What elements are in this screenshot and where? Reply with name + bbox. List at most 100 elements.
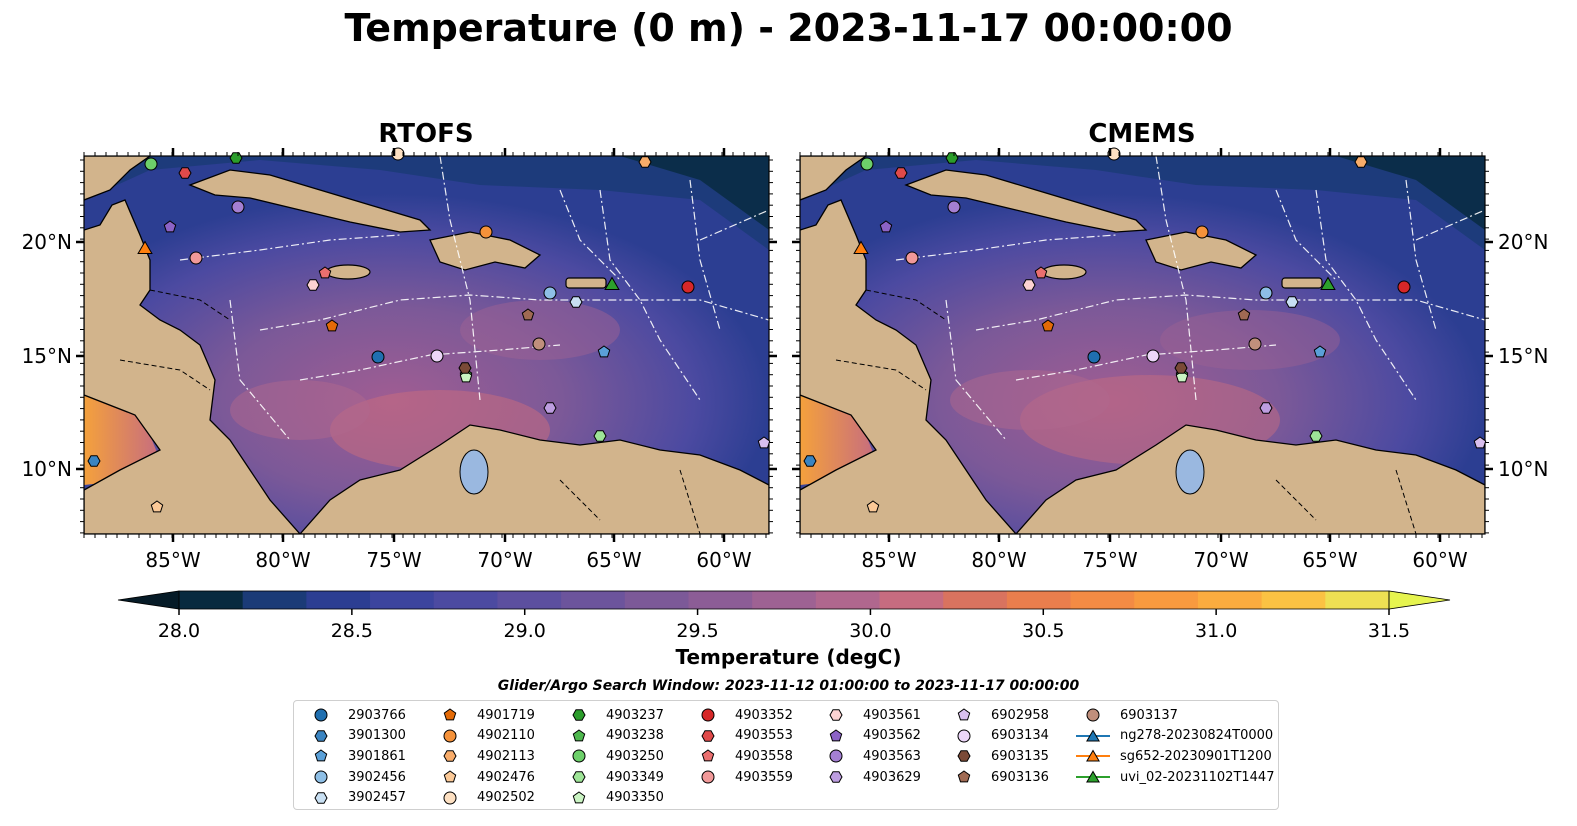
colorbar-segment [1325,591,1390,609]
circle-marker-icon [829,749,843,763]
colorbar-tick-label: 30.0 [849,620,891,640]
float-marker-3902457 [569,296,583,308]
circle-marker-icon [314,708,328,722]
legend-item-sg652-20230901T1200: sg652-20230901T1200 [1076,746,1274,767]
lon-label-60w-left: 60°W [696,548,751,572]
colorbar-segment [943,591,1008,609]
colorbar-frame [178,590,1390,610]
legend-label: ng278-20230824T0000 [1120,728,1274,744]
float-marker-4902476 [866,500,880,513]
legend-item-4902113: 4902113 [433,746,535,767]
lon-label-70w-right: 70°W [1193,548,1248,572]
legend-item-4903553: 4903553 [691,726,793,747]
cuba-land [188,169,432,233]
legend-item-ng278-20230824T0000: ng278-20230824T0000 [1076,726,1274,747]
colorbar-tick-label: 30.5 [1022,620,1064,640]
colorbar: 28.0 28.5 29.0 29.5 30.0 30.5 31.0 31.5 [117,590,1451,640]
legend-item-uvi_02-20231102T1447: uvi_02-20231102T1447 [1076,767,1274,788]
float-marker-6903137 [1248,337,1262,351]
float-marker-4903558 [1034,266,1048,279]
cmems-map [800,156,1485,534]
hexagon-marker-icon [829,771,843,783]
float-marker-6902958 [1473,436,1487,449]
float-marker-6903136 [521,308,535,321]
legend-item-6903136: 6903136 [947,767,1049,788]
colorbar-extend-high [1388,590,1451,610]
pentagon-marker-icon [443,708,457,721]
legend-label: 4903237 [606,707,664,723]
legend-label: 3901300 [348,728,406,744]
float-marker-4903553 [894,167,908,179]
hexagon-marker-icon [701,730,715,742]
colorbar-extend-low [117,590,180,610]
colorbar-segment [306,591,371,609]
legend-item-4903558: 4903558 [691,746,793,767]
lat-label-20n-right: 20°N [1498,230,1548,254]
rtofs-float-markers [87,147,771,513]
colorbar-tick-label: 29.5 [676,620,718,640]
float-marker-4903629 [1259,402,1273,414]
jamaica-land [325,264,371,280]
rtofs-map-frame [83,155,770,535]
lat-label-15n-left: 15°N [22,344,72,368]
legend-item-4903237: 4903237 [562,705,664,726]
float-marker-4903250 [860,157,874,171]
lon-label-85w-right: 85°W [861,548,916,572]
float-marker-4903559 [189,251,203,265]
circle-marker-icon [443,729,457,743]
float-marker-4903350 [459,370,473,383]
colorbar-tick-label: 31.5 [1368,620,1410,640]
legend-label: 3902457 [348,790,406,806]
legend-label: 4903561 [863,707,921,723]
pentagon-marker-icon [443,770,457,783]
legend-item-6903134: 6903134 [947,726,1049,747]
float-marker-3901861 [597,345,611,358]
float-marker-4903250 [144,157,158,171]
float-marker-3901861 [1313,345,1327,358]
colorbar-segment [624,591,690,609]
hexagon-marker-icon [957,750,971,763]
puerto-rico-land [565,277,607,289]
legend-label: 6903137 [1120,707,1178,723]
circle-marker-icon [1086,708,1100,722]
lat-label-15n-right: 15°N [1498,344,1548,368]
legend-item-4903629: 4903629 [819,767,921,788]
float-marker-6903137 [532,337,546,351]
lon-label-75w-right: 75°W [1082,548,1137,572]
float-marker-4903237 [229,152,243,164]
hexagon-marker-icon [314,730,328,742]
legend-item-4901719: 4901719 [433,705,535,726]
pentagon-marker-icon [701,749,715,762]
float-marker-3902457 [1285,296,1299,308]
legend-label: 6903135 [991,748,1049,764]
legend-label: 6903136 [991,769,1049,785]
legend-label: sg652-20230901T1200 [1120,748,1272,764]
lon-label-80w-right: 80°W [971,548,1026,572]
colorbar-segment [688,591,753,609]
legend-item-3902456: 3902456 [304,767,406,788]
legend-column-5: 4903561 4903562 4903563 4903629 [819,705,921,787]
float-marker-6902958 [757,436,771,449]
float-marker-4901719 [1041,319,1055,332]
legend-item-4903561: 4903561 [819,705,921,726]
legend-item-6902958: 6902958 [947,705,1049,726]
colorbar-segment [561,591,626,609]
legend-label: 4903349 [606,769,664,785]
legend-label: 4903350 [606,790,664,806]
pentagon-marker-icon [829,729,843,742]
float-marker-4902110 [479,225,493,239]
colorbar-segment [242,591,307,609]
float-marker-3901300 [803,455,817,467]
hexagon-marker-icon [572,771,586,783]
legend-label: 6902958 [991,707,1049,723]
float-marker-4903629 [543,402,557,414]
rtofs-map [84,156,769,534]
legend-label: 4903250 [606,748,664,764]
pentagon-marker-icon [314,749,328,762]
float-marker-4901719 [325,319,339,332]
pentagon-marker-icon [572,791,586,804]
legend-item-4902476: 4902476 [433,767,535,788]
legend-label: 4902476 [477,769,535,785]
float-marker-4903563 [231,200,245,214]
float-marker-sg652-20230901T1200 [853,240,869,254]
